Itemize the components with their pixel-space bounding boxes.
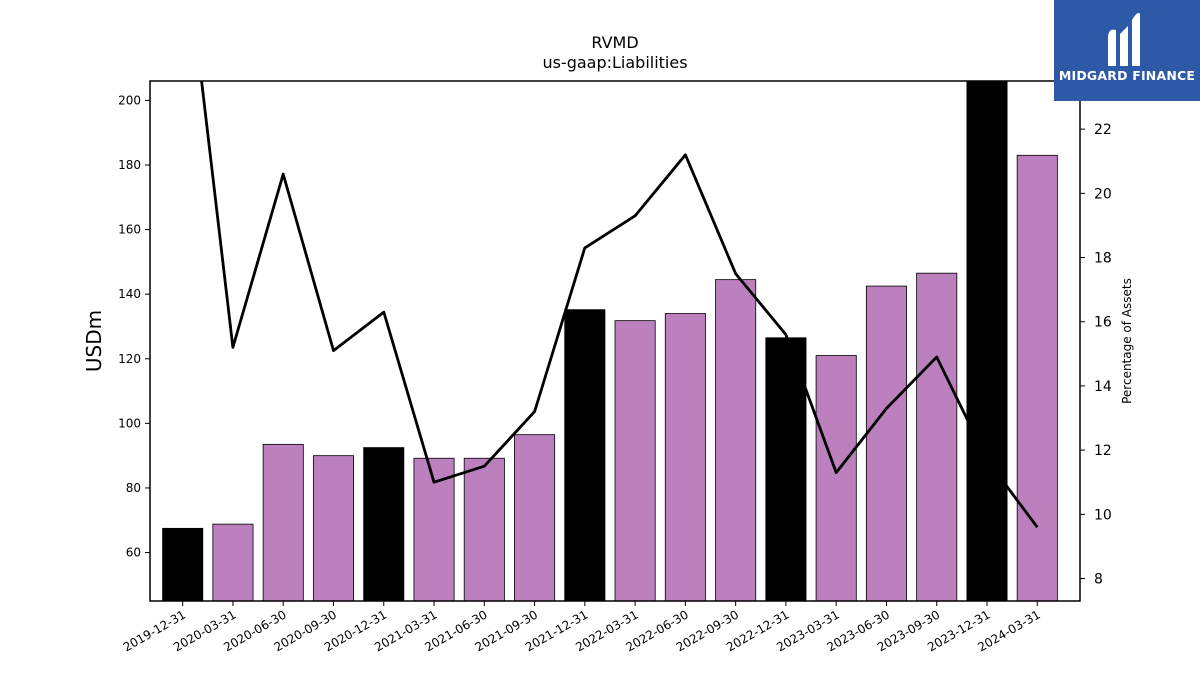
bar — [715, 279, 757, 601]
y2-tick-label: 10 — [1094, 507, 1112, 523]
y-tick-label: 80 — [126, 481, 141, 495]
bar — [614, 320, 656, 601]
bar — [765, 337, 807, 601]
y2-axis-label: Percentage of Assets — [1120, 278, 1134, 404]
y2-tick-label: 16 — [1094, 315, 1112, 331]
line-group — [200, 81, 1039, 529]
y-tick-label: 160 — [118, 223, 141, 237]
y-tick-label: 120 — [118, 352, 141, 366]
bar — [1016, 154, 1058, 601]
bar — [463, 457, 505, 601]
bar — [312, 455, 354, 601]
bar — [815, 355, 857, 601]
y-axis-label: USDm — [82, 310, 106, 372]
bar — [514, 434, 556, 601]
logo-text: MIDGARD FINANCE — [1058, 68, 1196, 83]
y2-tick-label: 12 — [1094, 443, 1112, 459]
logo: MIDGARD FINANCE — [1054, 0, 1200, 101]
bar — [212, 523, 254, 601]
logo-mark-icon — [1108, 12, 1140, 66]
y-tick-label: 200 — [118, 93, 141, 107]
bar — [865, 285, 907, 601]
y-tick-label: 100 — [118, 416, 141, 430]
series-line — [200, 81, 1039, 529]
bar — [162, 527, 204, 601]
y2-tick-label: 20 — [1094, 186, 1112, 202]
bar — [564, 309, 606, 601]
bar — [363, 447, 405, 601]
bar — [262, 443, 304, 601]
y2-tick-label: 18 — [1094, 251, 1112, 267]
bar — [664, 313, 706, 601]
chart-title: RVMD — [591, 33, 638, 52]
bars-group — [162, 81, 1058, 601]
y2-tick-label: 14 — [1094, 379, 1112, 395]
plot-frame — [149, 80, 1081, 602]
bar — [966, 81, 1008, 601]
y2-tick-label: 8 — [1094, 572, 1103, 588]
bar — [916, 272, 958, 601]
y2-tick-label: 22 — [1094, 122, 1112, 138]
chart-subtitle: us-gaap:Liabilities — [542, 53, 687, 72]
y-tick-label: 60 — [126, 546, 141, 560]
y-tick-label: 180 — [118, 158, 141, 172]
y-tick-label: 140 — [118, 287, 141, 301]
